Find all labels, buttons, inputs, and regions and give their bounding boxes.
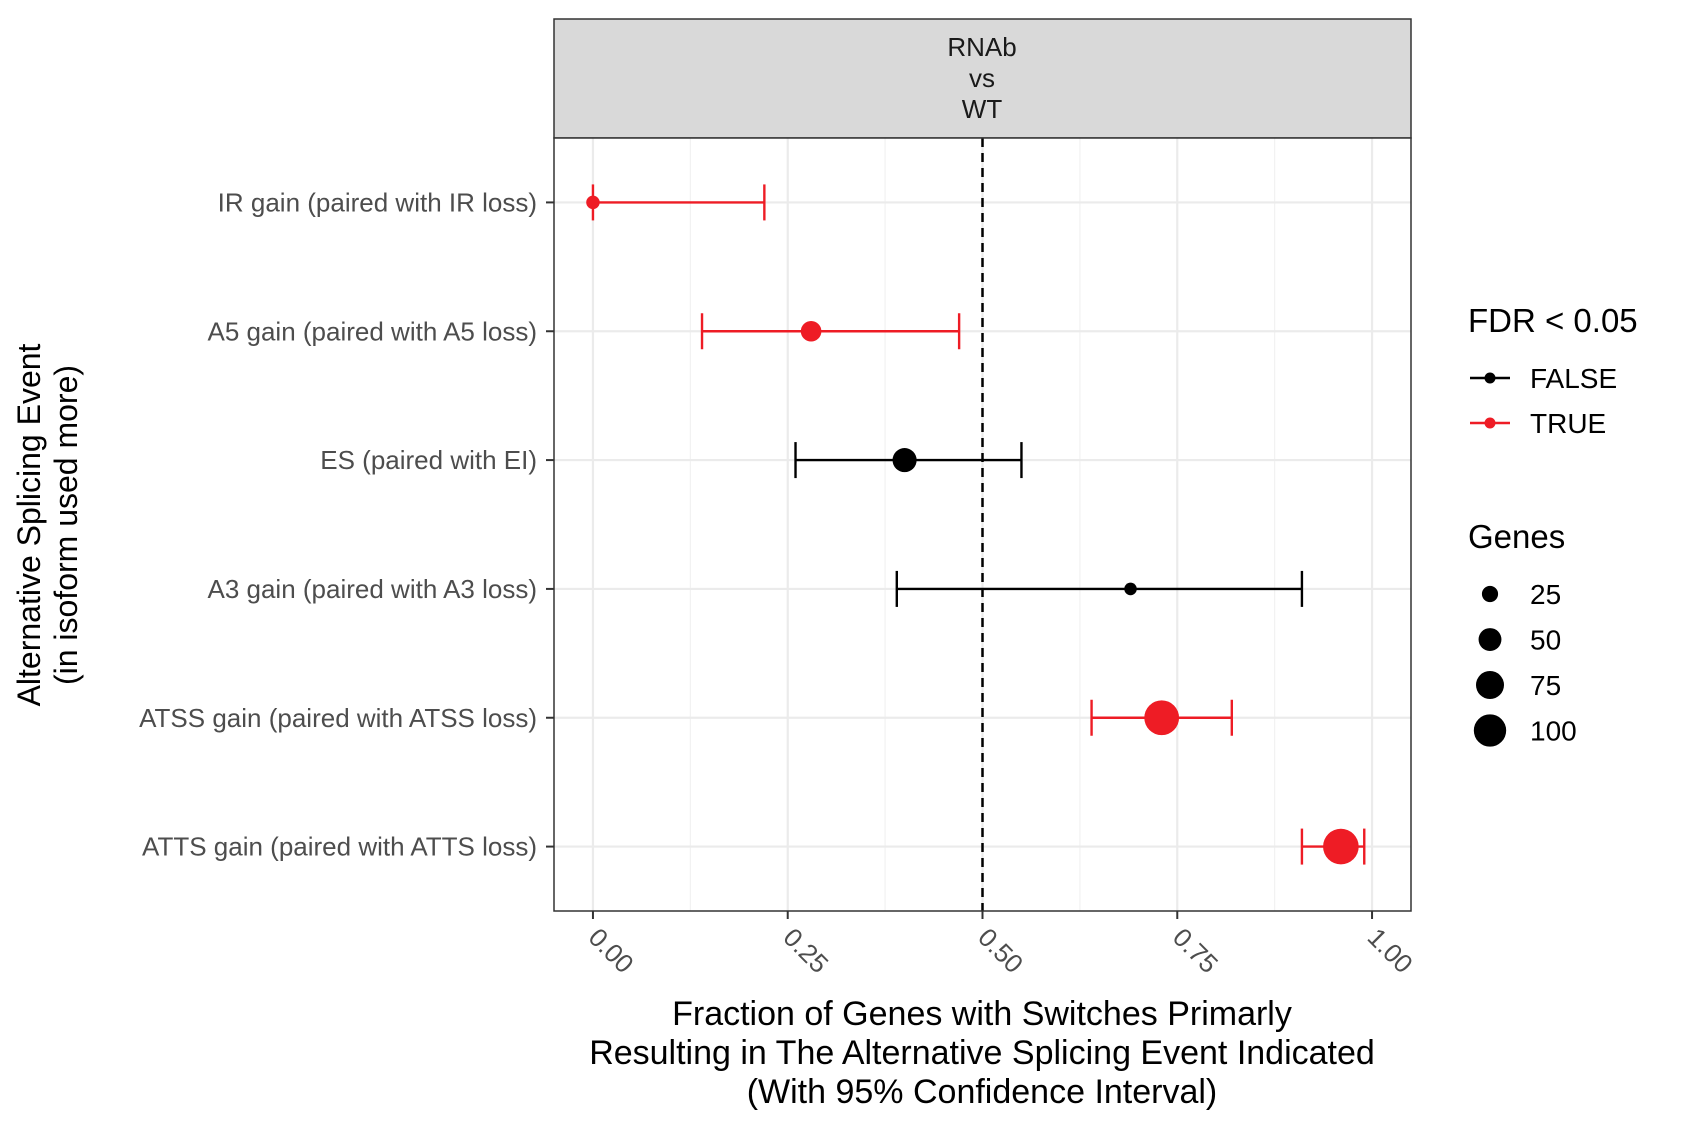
y-axis: IR gain (paired with IR loss) A5 gain (pa… [139, 187, 554, 862]
legend-size-dot-50 [1478, 628, 1502, 651]
legend-size-title: Genes [1468, 518, 1565, 555]
y-tick-label: ATSS gain (paired with ATSS loss) [139, 703, 537, 733]
facet-label-line-3: WT [962, 94, 1003, 124]
legend-size-dot-75 [1475, 670, 1505, 700]
legend-label-true: TRUE [1530, 408, 1606, 439]
legend-dot-true [1484, 417, 1496, 429]
legend-size-label-100: 100 [1530, 716, 1577, 747]
y-tick-label: ATTS gain (paired with ATTS loss) [142, 832, 537, 862]
point-0 [586, 195, 600, 210]
legend: FDR < 0.05 FALSE TRUE Genes 25 50 75 100 [1468, 302, 1638, 747]
legend-dot-false [1484, 372, 1496, 384]
y-tick-label: ES (paired with EI) [320, 445, 537, 475]
x-tick-label: 0.00 [583, 922, 640, 979]
x-tick-label: 1.00 [1362, 922, 1419, 979]
y-tick-label: A5 gain (paired with A5 loss) [207, 316, 537, 346]
legend-size-dot-25 [1481, 585, 1499, 603]
legend-size-label-75: 75 [1530, 670, 1561, 701]
grid-minor [689, 138, 1276, 911]
legend-color-title: FDR < 0.05 [1468, 302, 1638, 339]
x-axis: 0.00 0.25 0.50 0.75 1.00 [583, 911, 1419, 979]
x-axis-title-line-1: Fraction of Genes with Switches Primarly [672, 995, 1292, 1033]
x-tick-label: 0.50 [972, 922, 1029, 979]
facet-label-line-1: RNAb [947, 32, 1016, 62]
point-2 [892, 448, 917, 473]
y-tick-label: A3 gain (paired with A3 loss) [207, 574, 537, 604]
legend-size-dot-100 [1473, 714, 1507, 747]
point-1 [800, 320, 822, 342]
y-axis-title-line-1: Alternative Splicing Event [11, 343, 47, 706]
x-tick-label: 0.25 [777, 922, 834, 979]
data-marks [586, 184, 1366, 865]
x-axis-title-line-2: Resulting in The Alternative Splicing Ev… [589, 1034, 1375, 1072]
facet-strip [553, 18, 1412, 139]
y-tick-label: IR gain (paired with IR loss) [218, 187, 537, 217]
point-3 [1124, 582, 1137, 596]
point-5 [1323, 828, 1359, 865]
legend-size-label-50: 50 [1530, 625, 1561, 656]
point-4 [1144, 700, 1180, 736]
legend-size-label-25: 25 [1530, 579, 1561, 610]
x-tick-label: 0.75 [1167, 922, 1224, 979]
legend-label-false: FALSE [1530, 363, 1617, 394]
x-axis-title-line-3: (With 95% Confidence Interval) [747, 1073, 1218, 1111]
y-axis-title-line-2: (in isoform used more) [48, 365, 84, 685]
facet-label-line-2: vs [969, 63, 995, 93]
